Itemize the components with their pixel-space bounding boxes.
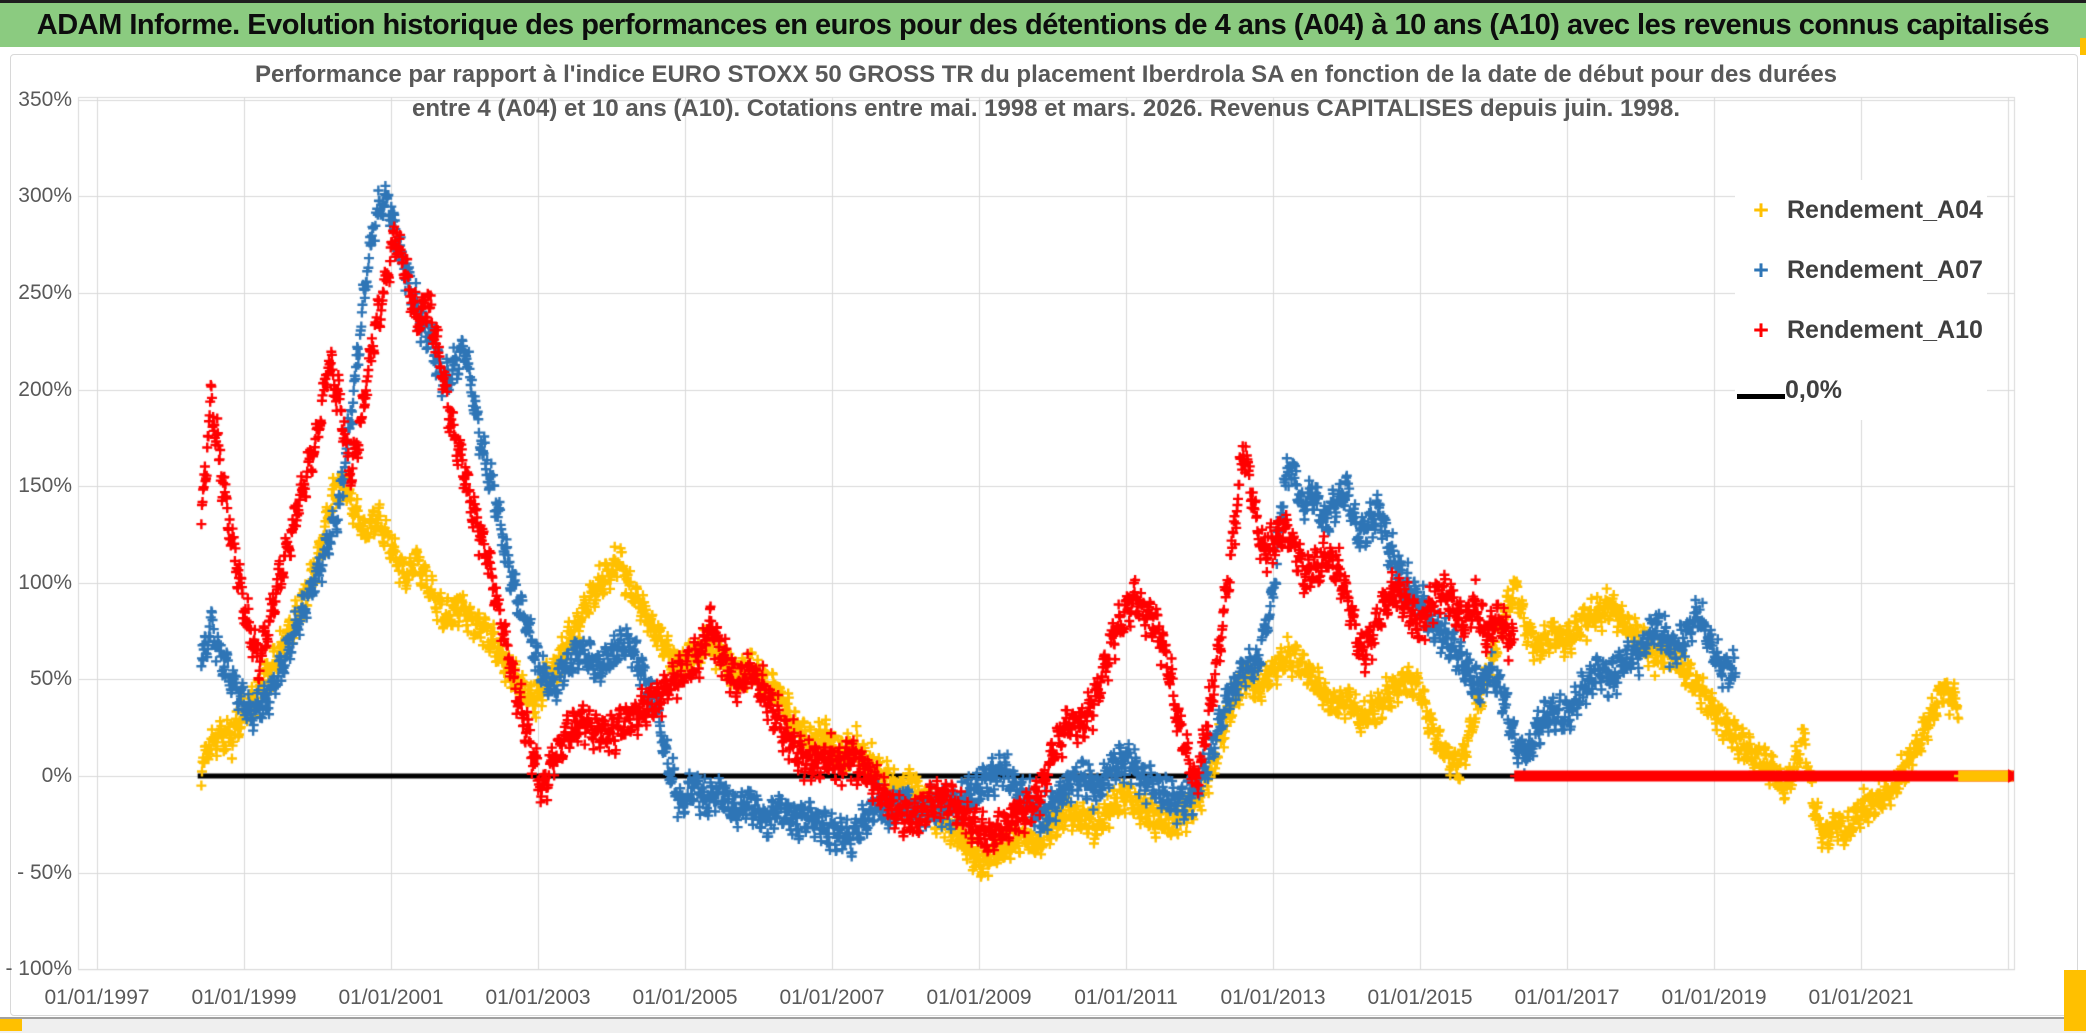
chart-title-line1: Performance par rapport à l'indice EURO …: [254, 61, 1838, 88]
y-tick-label: - 50%: [17, 860, 72, 884]
chart-title: Performance par rapport à l'indice EURO …: [78, 58, 2014, 126]
legend-label: Rendement_A10: [1787, 315, 1983, 344]
edge-accent-top-right: [2080, 38, 2086, 55]
legend-label: Rendement_A07: [1787, 255, 1983, 284]
x-tick-label: 01/01/1999: [191, 986, 297, 1009]
x-tick-label: 01/01/2009: [926, 986, 1032, 1009]
y-tick-label: 350%: [18, 87, 72, 111]
y-tick-label: 50%: [29, 667, 72, 691]
legend-label: 0,0%: [1785, 375, 1842, 404]
footer-strip: [0, 1017, 2086, 1033]
x-tick-label: 01/01/2017: [1514, 986, 1620, 1009]
y-tick-label: 300%: [18, 184, 72, 208]
legend-item-rendement-a07[interactable]: + Rendement_A07: [1735, 240, 1987, 300]
x-tick-label: 01/01/1997: [44, 986, 150, 1009]
y-tick-label: 200%: [18, 377, 72, 401]
corner-accent-bottom-left: [0, 1019, 22, 1031]
legend-label: Rendement_A04: [1787, 195, 1983, 224]
legend: + Rendement_A04 + Rendement_A07 + Rendement_A…: [1735, 180, 1987, 420]
x-tick-label: 01/01/2013: [1220, 986, 1326, 1009]
legend-item-0-0-[interactable]: 0,0%: [1735, 360, 1987, 420]
corner-accent-bottom-right: [2064, 970, 2086, 1031]
legend-item-rendement-a10[interactable]: + Rendement_A10: [1735, 300, 1987, 360]
y-tick-label: 100%: [18, 570, 72, 594]
x-tick-label: 01/01/2001: [338, 986, 444, 1009]
x-tick-label: 01/01/2019: [1661, 986, 1767, 1009]
legend-item-rendement-a04[interactable]: + Rendement_A04: [1735, 180, 1987, 240]
chart-title-line2: entre 4 (A04) et 10 ans (A10). Cotations…: [411, 95, 1680, 122]
x-tick-label: 01/01/2021: [1808, 986, 1914, 1009]
plus-marker-icon: +: [1753, 194, 1769, 225]
y-tick-label: 150%: [18, 474, 72, 498]
x-tick-label: 01/01/2003: [485, 986, 591, 1009]
y-tick-label: 250%: [18, 281, 72, 304]
x-tick-label: 01/01/2005: [632, 986, 738, 1009]
y-tick-label: - 100%: [5, 957, 72, 981]
line-marker-icon: [1735, 377, 1785, 404]
plus-marker-icon: +: [1753, 314, 1769, 345]
x-tick-label: 01/01/2007: [779, 986, 885, 1009]
plus-marker-icon: +: [1753, 254, 1769, 285]
y-tick-label: 0%: [41, 764, 72, 787]
x-tick-label: 01/01/2015: [1367, 986, 1473, 1009]
x-tick-label: 01/01/2011: [1074, 986, 1178, 1009]
